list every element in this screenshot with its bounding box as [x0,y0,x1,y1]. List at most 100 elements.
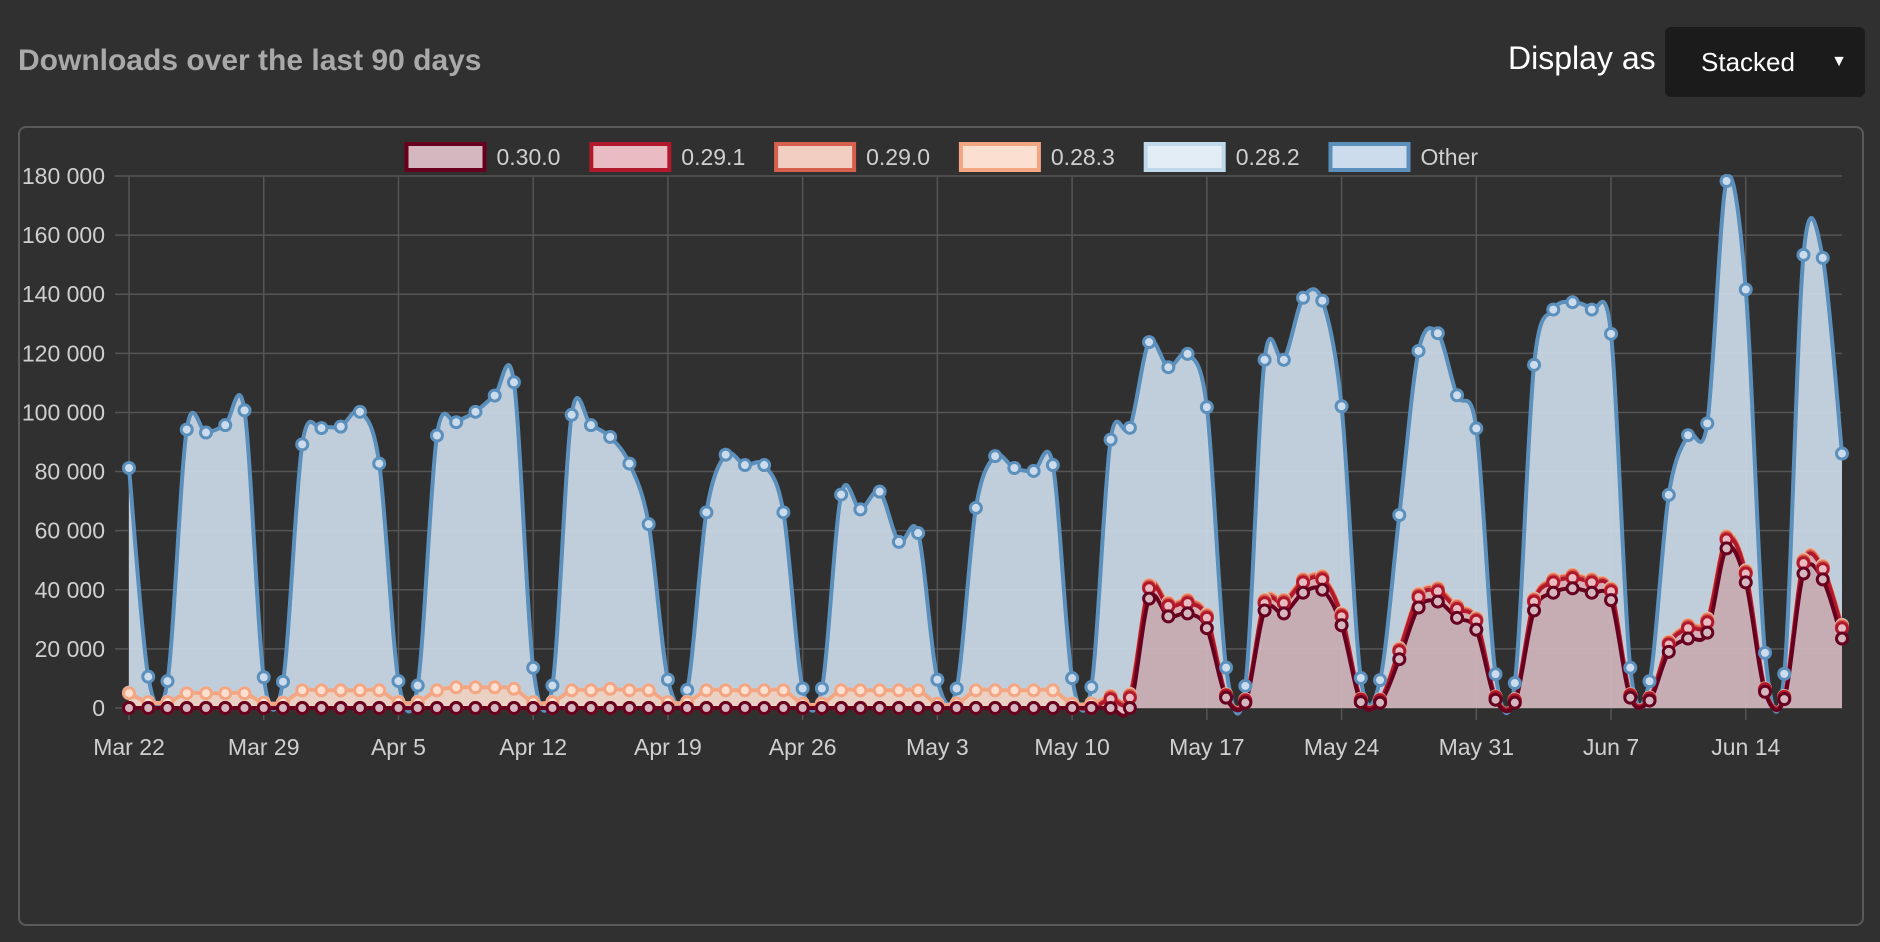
point [1738,282,1753,297]
point [641,517,656,532]
point [141,701,156,715]
point [583,701,598,715]
point [988,683,1003,698]
point [1450,610,1465,625]
point [891,701,906,715]
point [988,701,1003,715]
y-tick-label: 40 000 [35,577,105,603]
point [776,701,791,715]
point [295,701,310,715]
point [218,701,233,715]
point [1219,660,1234,675]
point [930,672,945,687]
point [179,701,194,715]
point [198,701,213,715]
x-tick-label: Mar 29 [228,734,300,760]
x-tick-label: May 10 [1034,734,1109,760]
point [468,404,483,419]
point [1045,701,1060,715]
point [1815,250,1830,265]
point [1546,585,1561,600]
point [1353,671,1368,686]
point [853,502,868,517]
point [1315,582,1330,597]
point [1758,684,1773,699]
point [218,418,233,433]
point [622,456,637,471]
point [1238,678,1253,693]
point [1527,357,1542,372]
point [1334,399,1349,414]
point [1180,346,1195,361]
legend-label: Other [1421,144,1479,170]
point [526,660,541,675]
point [641,683,656,698]
point [122,701,136,715]
point [1604,593,1619,608]
point [333,683,348,698]
point [1276,352,1291,367]
point [949,681,964,696]
point [564,701,579,715]
point [1257,352,1272,367]
point [1373,673,1388,688]
point [1199,400,1214,415]
point [872,683,887,698]
point [1373,695,1388,710]
point [352,701,367,715]
point [814,701,829,715]
y-tick-label: 0 [92,695,105,721]
point [1565,581,1580,596]
y-tick-label: 60 000 [35,518,105,544]
point [1815,572,1830,587]
point [1835,446,1849,461]
point [275,674,290,689]
point [1392,652,1407,667]
point [660,701,675,715]
y-tick-label: 160 000 [22,222,105,248]
point [122,461,136,476]
point [1777,666,1792,681]
point [853,701,868,715]
point [583,683,598,698]
point [1180,606,1195,621]
chevron-down-icon: ▼ [1831,53,1847,70]
point [218,686,233,701]
point [1719,174,1734,189]
point [449,415,464,430]
x-tick-label: Mar 22 [93,734,165,760]
point [834,701,849,715]
point [1661,644,1676,659]
point [1623,690,1638,705]
point [1161,360,1176,375]
point [737,458,752,473]
legend-label: 0.29.0 [866,144,930,170]
point [757,683,772,698]
point [275,701,290,715]
legend-label: 0.30.0 [497,144,561,170]
point [1276,606,1291,621]
point [141,669,156,684]
point [1103,701,1118,715]
point [737,683,752,698]
legend-swatch [958,142,1041,172]
point [968,500,983,515]
point [314,421,329,436]
point [891,683,906,698]
point [1122,420,1137,435]
point [179,686,194,701]
point [487,701,502,715]
point [1584,302,1599,317]
point [122,686,136,701]
point [718,683,733,698]
y-tick-label: 140 000 [22,281,105,307]
y-tick-label: 100 000 [22,399,105,425]
point [1296,290,1311,305]
point [256,701,271,715]
point [1738,575,1753,590]
point [179,422,194,437]
point [834,683,849,698]
display-mode-select[interactable]: Stacked ▼ [1665,27,1865,97]
point [410,701,425,715]
point [1411,600,1426,615]
